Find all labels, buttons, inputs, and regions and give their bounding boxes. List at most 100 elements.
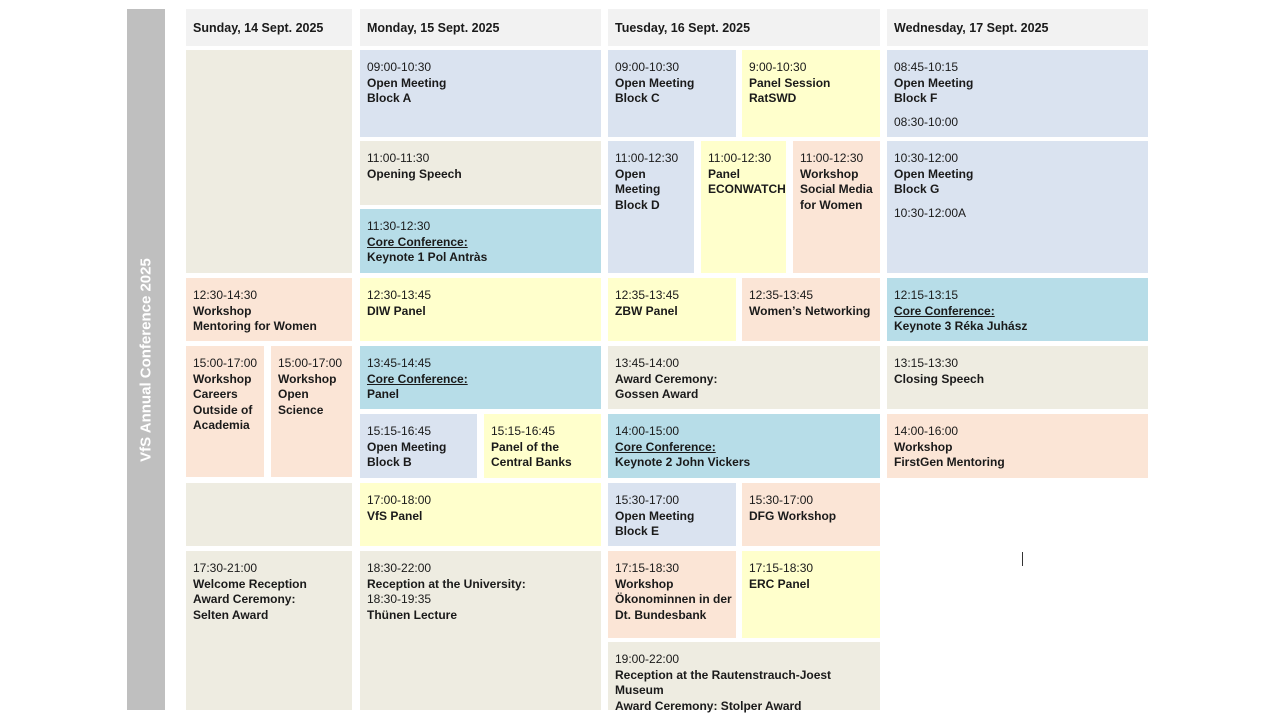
session-line: Award Ceremony: [615,371,718,386]
session-line: DFG Workshop [749,508,837,523]
day-header: Tuesday, 16 Sept. 2025 [608,9,880,46]
session-line: Open Meeting [367,75,447,90]
session-line: Block G [894,182,940,197]
session-line: Social Media [800,182,873,197]
session-cell: 17:00-18:00 VfS Panel [360,483,601,546]
session-line: Block B [367,455,412,470]
session-time: 12:30-13:45 [367,288,432,302]
session-line: ECONWATCH [708,182,786,197]
session-cell: 10:30-12:00 Open Meeting Block G 10:30-12:0… [887,141,1148,273]
session-line: Workshop [615,576,674,591]
session-cell: 12:30-13:45 DIW Panel [360,278,601,341]
session-time: 11:30-12:30 [367,219,431,233]
session-line: Careers [193,387,238,402]
session-time: 11:00-12:30 [800,151,864,165]
session-line: Core Conference: [894,303,995,318]
session-line: Reception at the Rautenstrauch-Joest Mus… [615,667,832,698]
session-time: 12:35-13:45 [615,288,680,302]
session-cell: 11:00-12:30 Open Meeting Block D [608,141,694,273]
session-cell: 15:00-17:00 Workshop Open Science [271,346,352,477]
session-time: 9:00-10:30 [749,60,807,74]
session-cell: 09:00-10:30 Open Meeting Block A [360,50,601,137]
session-line: Open Science [278,387,324,417]
session-time: 13:45-14:45 [367,356,432,370]
session-cell: 11:00-11:30 Opening Speech [360,141,601,205]
session-line: Academia [193,418,250,433]
session-time: 12:30-14:30 [193,288,258,302]
session-line: Women’s Networking [749,303,871,318]
session-cell: 13:15-13:30 Closing Speech [887,346,1148,409]
session-cell: 11:30-12:30 Core Conference: Keynote 1 Pol… [360,209,601,273]
session-line: Keynote 2 John Vickers [615,455,751,470]
session-line: ZBW Panel [615,303,678,318]
session-time: 15:30-17:00 [615,493,680,507]
session-line: Workshop [278,371,337,386]
session-time: 14:00-16:00 [894,424,959,438]
session-note: 08:30-10:00 [894,114,959,129]
session-line: DIW Panel [367,303,426,318]
session-time: 17:30-21:00 [193,561,258,575]
session-time: 13:15-13:30 [894,356,959,370]
session-line: Reception at the University: [367,576,526,591]
session-line: Open Meeting [615,508,695,523]
day-header: Monday, 15 Sept. 2025 [360,9,601,46]
day-header: Wednesday, 17 Sept. 2025 [887,9,1148,46]
session-cell: 15:15-16:45 Panel of the Central Banks [484,414,601,478]
session-time: 11:00-12:30 [708,151,772,165]
session-time: 09:00-10:30 [615,60,680,74]
session-line: VfS Panel [367,508,423,523]
session-time: 15:00-17:00 [278,356,343,370]
session-line: Opening Speech [367,166,462,181]
session-time: 14:00-15:00 [615,424,680,438]
session-cell: 13:45-14:00 Award Ceremony: Gossen Award [608,346,880,409]
session-cell: 09:00-10:30 Open Meeting Block C [608,50,736,137]
text-cursor [1022,552,1023,566]
session-cell: 17:15-18:30 Workshop Ökonominnen in der Dt.… [608,551,736,638]
session-cell: 9:00-10:30 Panel Session RatSWD [742,50,880,137]
sidebar: VfS Annual Conference 2025 [127,9,165,710]
session-note: 10:30-12:00A [894,205,967,220]
session-cell: 14:00-15:00 Core Conference: Keynote 2 Joh… [608,414,880,478]
session-line: Open Meeting [894,75,974,90]
session-line: Welcome Reception [193,576,307,591]
session-cell: 12:15-13:15 Core Conference: Keynote 3 Rék… [887,278,1148,341]
session-line: Award Ceremony: [193,592,296,607]
session-line: Mentoring for Women [193,319,317,334]
session-line: Panel of the [491,439,560,454]
session-time: 13:45-14:00 [615,356,680,370]
session-line: Block A [367,91,412,106]
session-cell: 18:30-22:00 Reception at the University: 1… [360,551,601,710]
session-time: 08:45-10:15 [894,60,959,74]
session-line: Block E [615,524,660,539]
session-line: Keynote 3 Réka Juhász [894,319,1028,334]
session-line: Selten Award [193,607,269,622]
session-cell: 12:35-13:45 ZBW Panel [608,278,736,341]
session-cell: 15:30-17:00 DFG Workshop [742,483,880,546]
session-line: Thünen Lecture [367,607,458,622]
session-cell: 17:30-21:00 Welcome Reception Award Ceremo… [186,551,352,710]
session-line: Workshop [894,439,953,454]
session-line: Open Meeting [615,166,661,197]
session-line: Block D [615,197,660,212]
session-cell: 08:45-10:15 Open Meeting Block F 08:30-10:0… [887,50,1148,137]
sidebar-title: VfS Annual Conference 2025 [137,257,155,462]
session-time: 15:15-16:45 [491,424,556,438]
session-line: Closing Speech [894,371,985,386]
session-line: Core Conference: [367,371,468,386]
session-cell: 11:00-12:30 Workshop Social Media for Women [793,141,880,273]
session-time: 15:00-17:00 [193,356,258,370]
session-cell: 11:00-12:30 Panel ECONWATCH [701,141,786,273]
session-line: Workshop [193,303,252,318]
session-line: Block C [615,91,660,106]
session-line: FirstGen Mentoring [894,455,1005,470]
session-line: Gossen Award [615,387,699,402]
session-cell: 19:00-22:00 Reception at the Rautenstrauc… [608,642,880,713]
session-line: Panel Session RatSWD [749,75,831,106]
session-cell: 17:15-18:30 ERC Panel [742,551,880,638]
session-time: 18:30-22:00 [367,561,432,575]
session-cell [186,483,352,546]
session-line: Award Ceremony: Stolper Award [615,698,802,713]
session-line: Core Conference: [367,234,468,249]
session-time: 17:15-18:30 [615,561,680,575]
